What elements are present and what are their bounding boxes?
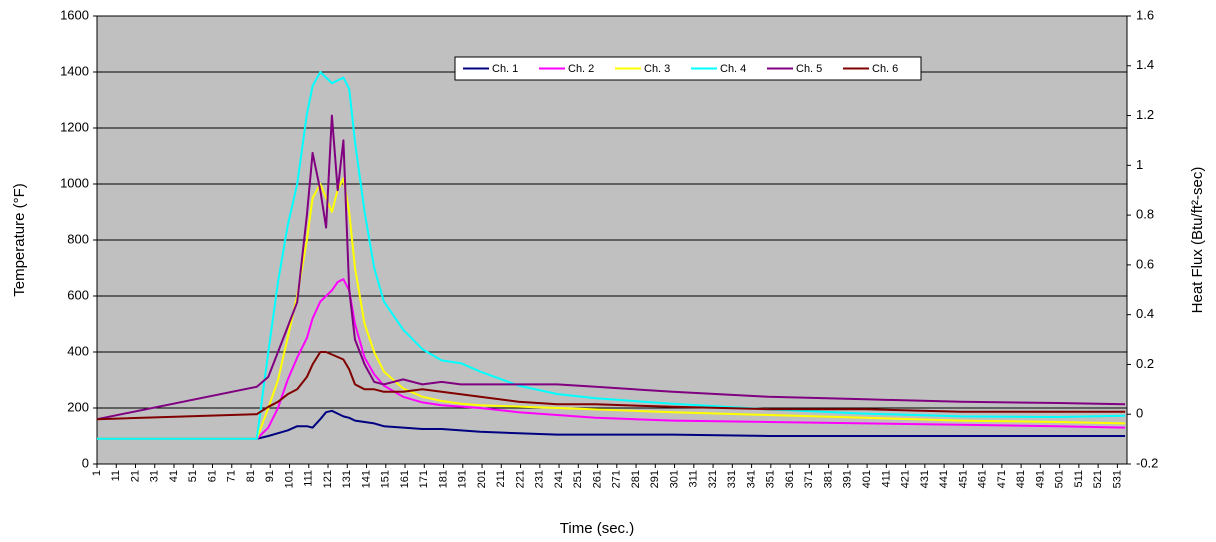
y2-tick-label: 0.6 [1136, 256, 1154, 271]
x-tick-label: 351 [765, 470, 777, 488]
y-axis-title: Temperature (°F) [11, 183, 28, 297]
y2-tick-label: 1 [1136, 157, 1143, 172]
x-tick-label: 31 [149, 470, 161, 482]
x-tick-label: 471 [996, 470, 1008, 488]
x-tick-label: 261 [591, 470, 603, 488]
legend-label: Ch. 1 [492, 63, 518, 75]
x-tick-label: 161 [399, 470, 411, 488]
x-tick-label: 141 [360, 470, 372, 488]
x-tick-label: 61 [206, 470, 218, 482]
series-line [97, 278, 1126, 440]
x-tick-label: 1 [91, 470, 103, 476]
x-tick-label: 331 [726, 470, 738, 488]
series-line [97, 409, 1126, 440]
x-tick-label: 71 [226, 470, 238, 482]
y-tick-label: 1400 [60, 63, 89, 78]
y-tick-label: 1000 [60, 175, 89, 190]
x-tick-label: 461 [977, 470, 989, 488]
y-tick-label: 1600 [60, 7, 89, 22]
x-tick-label: 341 [745, 470, 757, 488]
y2-tick-label: 0.2 [1136, 356, 1154, 371]
y-tick-label: 200 [67, 399, 89, 414]
x-tick-label: 101 [283, 470, 295, 488]
series-line [96, 351, 1126, 421]
x-tick-label: 231 [534, 470, 546, 488]
legend: Ch. 1 Ch. 2 Ch. 3 Ch. 4 Ch. 5 Ch. 6 [454, 56, 922, 81]
x-tick-label: 531 [1111, 470, 1123, 488]
x-tick-label: 361 [784, 470, 796, 488]
x-axis-title: Time (sec.) [560, 520, 634, 537]
x-tick-label: 301 [668, 470, 680, 488]
y2-tick-label: -0.2 [1136, 455, 1158, 470]
x-tick-label: 81 [245, 470, 257, 482]
legend-box [454, 56, 922, 81]
x-tick-label: 121 [322, 470, 334, 488]
x-tick-label: 381 [822, 470, 834, 488]
x-tick-label: 171 [418, 470, 430, 488]
y-tick-label: 400 [67, 343, 89, 358]
x-tick-label: 291 [649, 470, 661, 488]
x-tick-label: 391 [842, 470, 854, 488]
y2-tick-label: 0.4 [1136, 306, 1154, 321]
x-tick-label: 221 [514, 470, 526, 488]
x-tick-label: 241 [553, 470, 565, 488]
x-tick-label: 311 [688, 470, 700, 488]
y2-tick-label: 1.2 [1136, 107, 1154, 122]
y2-tick-label: 1.6 [1136, 7, 1154, 22]
y2-tick-label: 0 [1136, 406, 1143, 421]
y2-tick-label: 1.4 [1136, 57, 1154, 72]
x-tick-label: 281 [630, 470, 642, 488]
x-tick-label: 511 [1073, 470, 1085, 488]
x-tick-label: 51 [187, 470, 199, 482]
legend-label: Ch. 4 [720, 63, 746, 75]
legend-label: Ch. 5 [796, 63, 822, 75]
x-tick-label: 131 [341, 470, 353, 488]
y-tick-label: 800 [67, 231, 89, 246]
legend-label: Ch. 3 [644, 63, 670, 75]
y2-tick-label: 0.8 [1136, 207, 1154, 222]
x-tick-label: 451 [957, 470, 969, 488]
x-tick-label: 521 [1092, 470, 1104, 488]
y-tick-label: 600 [67, 287, 89, 302]
y-tick-label: 1200 [60, 119, 89, 134]
x-tick-label: 491 [1034, 470, 1046, 488]
x-tick-label: 481 [1015, 470, 1027, 488]
x-tick-label: 91 [264, 470, 276, 482]
x-tick-label: 151 [380, 470, 392, 488]
y2-axis-title: Heat Flux (Btu/ft²-sec) [1189, 167, 1206, 314]
series-line [96, 114, 1126, 421]
x-tick-label: 421 [900, 470, 912, 488]
x-tick-label: 191 [457, 470, 469, 488]
series-line [97, 71, 1126, 440]
x-tick-label: 111 [303, 470, 315, 487]
x-tick-label: 441 [938, 470, 950, 488]
x-tick-label: 251 [572, 470, 584, 488]
x-tick-label: 11 [110, 470, 122, 481]
x-tick-label: 501 [1054, 470, 1066, 488]
x-tick-label: 411 [880, 470, 892, 488]
legend-label: Ch. 2 [568, 63, 594, 75]
x-tick-label: 181 [437, 470, 449, 488]
x-tick-label: 21 [129, 470, 141, 482]
x-tick-label: 371 [803, 470, 815, 488]
x-tick-label: 431 [919, 470, 931, 488]
legend-label: Ch. 6 [872, 63, 898, 75]
x-tick-label: 401 [861, 470, 873, 488]
x-tick-label: 41 [168, 470, 180, 482]
x-tick-label: 211 [495, 470, 507, 488]
y-tick-label: 0 [82, 455, 89, 470]
x-tick-label: 271 [611, 470, 623, 488]
x-tick-label: 201 [476, 470, 488, 488]
x-tick-label: 321 [707, 470, 719, 488]
